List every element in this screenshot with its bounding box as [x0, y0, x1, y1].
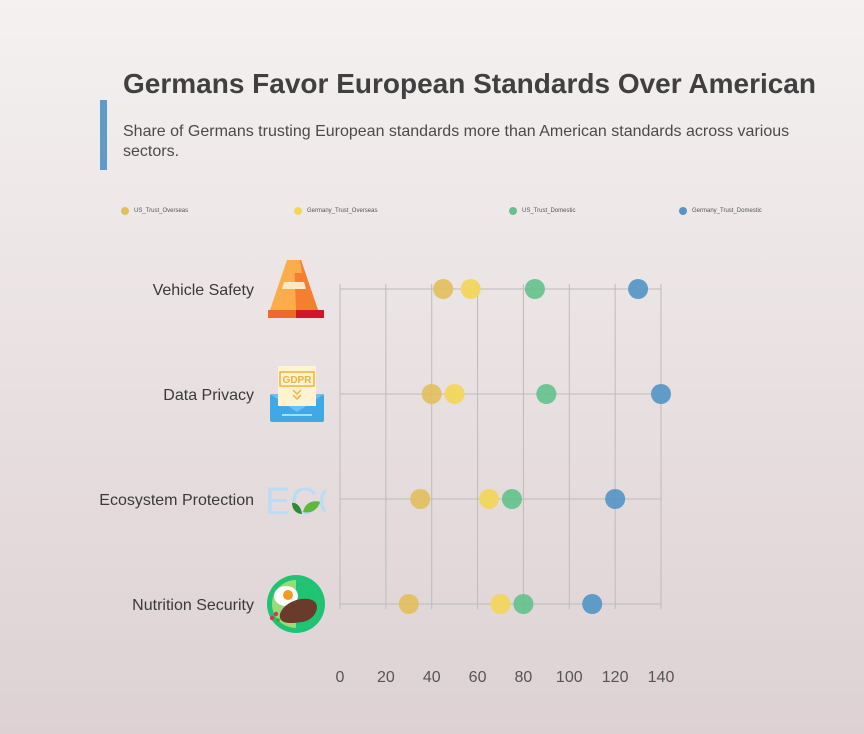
gdpr-envelope-icon: GDPR	[270, 366, 324, 422]
svg-text:ECO: ECO	[265, 481, 347, 523]
data-point-Germany_Trust_Domestic-3	[582, 594, 603, 614]
eco-leaf-icon: ECO	[265, 481, 347, 523]
steak-plate-icon	[267, 575, 325, 633]
traffic-cone-icon	[268, 260, 324, 318]
x-tick-label: 100	[556, 669, 583, 686]
category-labels: Vehicle Safety Data Privacy Ecosystem Prot…	[99, 282, 254, 614]
legend: US_Trust_Overseas Germany_Trust_Overseas U…	[121, 207, 762, 215]
svg-text:GDPR: GDPR	[283, 375, 313, 386]
data-point-Germany_Trust_Overseas-0	[460, 279, 481, 299]
category-label: Ecosystem Protection	[99, 492, 254, 509]
legend-label: Germany_Trust_Overseas	[307, 208, 377, 214]
data-point-US_Trust_Domestic-2	[501, 489, 522, 509]
x-tick-label: 20	[377, 669, 395, 686]
data-point-US_Trust_Overseas-0	[433, 279, 454, 299]
x-tick-label: 0	[336, 669, 345, 686]
x-tick-label: 40	[423, 669, 441, 686]
data-point-Germany_Trust_Overseas-3	[490, 594, 511, 614]
legend-marker	[294, 207, 302, 215]
legend-marker	[509, 207, 517, 215]
category-label: Nutrition Security	[132, 597, 254, 614]
title-accent-bar	[100, 100, 107, 170]
data-points	[398, 279, 671, 614]
data-point-US_Trust_Overseas-2	[410, 489, 431, 509]
legend-label: Germany_Trust_Domestic	[692, 208, 762, 214]
x-axis-ticks: 0 20 40 60 80 100 120 140	[336, 669, 675, 686]
data-point-US_Trust_Domestic-3	[513, 594, 534, 614]
data-point-US_Trust_Overseas-1	[421, 384, 442, 404]
x-tick-label: 80	[515, 669, 533, 686]
data-point-Germany_Trust_Domestic-2	[605, 489, 626, 509]
category-label: Data Privacy	[163, 387, 254, 404]
legend-label: US_Trust_Overseas	[134, 208, 188, 214]
grid-layer	[339, 284, 662, 609]
x-tick-label: 120	[602, 669, 629, 686]
legend-marker	[679, 207, 687, 215]
category-label: Vehicle Safety	[153, 282, 254, 299]
x-tick-label: 60	[469, 669, 487, 686]
data-point-US_Trust_Overseas-3	[398, 594, 419, 614]
data-point-Germany_Trust_Domestic-0	[628, 279, 649, 299]
data-point-Germany_Trust_Overseas-1	[444, 384, 465, 404]
chart-title: Germans Favor European Standards Over Am…	[123, 68, 816, 99]
legend-label: US_Trust_Domestic	[522, 208, 575, 214]
data-point-US_Trust_Domestic-1	[536, 384, 557, 404]
chart-subtitle: Share of Germans trusting European stand…	[123, 123, 790, 160]
data-point-Germany_Trust_Domestic-1	[651, 384, 671, 404]
legend-marker	[121, 207, 129, 215]
data-point-US_Trust_Domestic-0	[524, 279, 545, 299]
x-tick-label: 140	[648, 669, 675, 686]
data-point-Germany_Trust_Overseas-2	[479, 489, 500, 509]
